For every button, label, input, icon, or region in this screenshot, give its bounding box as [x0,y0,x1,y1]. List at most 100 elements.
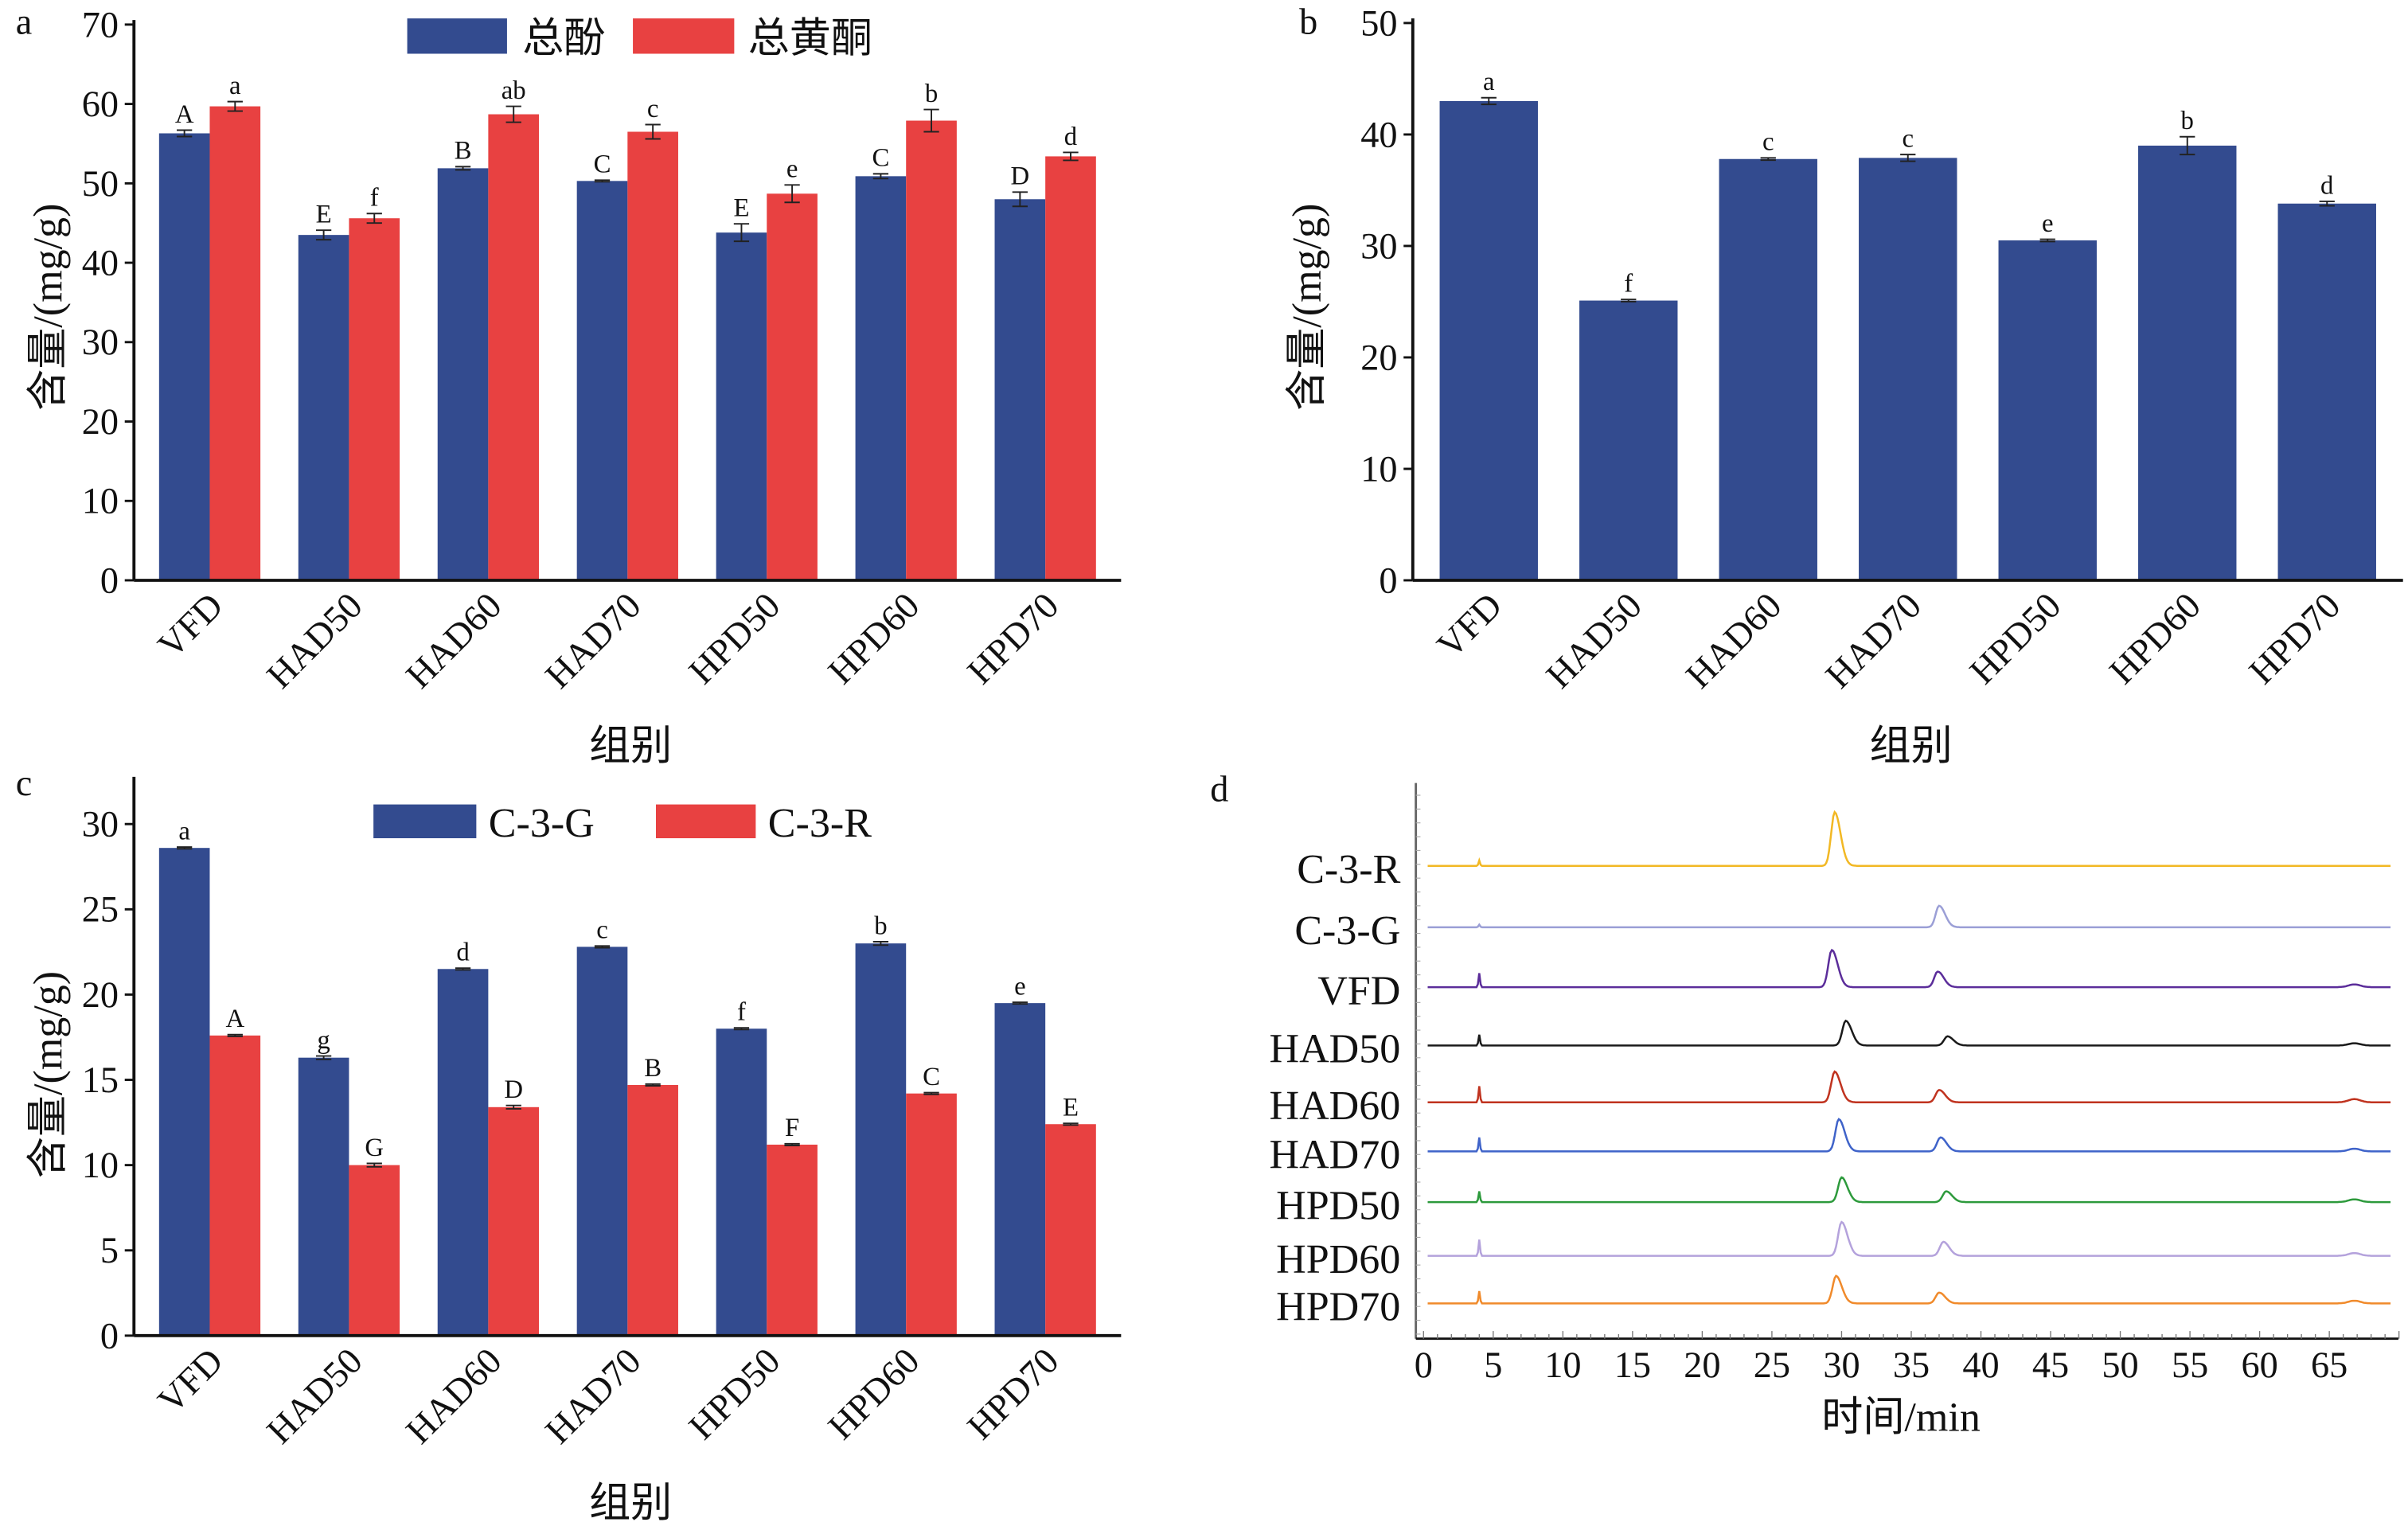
x-tick-label: HPD70 [2242,585,2348,692]
bar-VFD-0 [158,848,210,1336]
trace-label: HAD70 [1269,1133,1400,1178]
trace-label: C-3-G [1294,908,1400,954]
significance-letter: e [1014,972,1026,1001]
error-bar [366,213,382,224]
panel-b: b a f c c e b d 0 10 20 30 40 50 VFD HAD50 HAD60 HAD70 HP… [1285,2,2403,770]
bar-HPD60-1 [906,1093,957,1336]
error-bar [733,223,750,243]
error-bar [455,967,471,971]
y-tick-label: 50 [82,164,119,205]
legend-swatch-0 [407,18,507,54]
significance-letter: c [596,916,608,945]
significance-letter: a [178,817,190,845]
y-tick-label: 70 [82,5,119,45]
bar-VFD-0 [158,133,210,581]
bar-HPD50-0 [1998,240,2097,580]
error-bar [733,1027,750,1031]
x-tick-label: HAD50 [260,1341,371,1452]
error-bar [1481,96,1497,106]
error-bar [1063,151,1079,162]
x-axis-label: 组别 [1870,724,1953,770]
error-bar [177,846,193,850]
significance-letter: C [872,144,889,173]
x-tick-label: 10 [1544,1345,1581,1386]
error-bar [1012,1001,1028,1005]
significance-letter: D [504,1075,523,1104]
bar-VFD-0 [1439,100,1538,580]
error-bar [1063,1122,1079,1126]
x-tick-label: HPD50 [1962,585,2069,692]
significance-letter: G [365,1134,384,1162]
x-tick-label: HAD70 [1818,585,1930,697]
error-bar [594,945,611,949]
x-tick-label: HAD60 [399,585,510,697]
x-tick-label: HPD60 [821,585,927,692]
legend-swatch-1 [656,804,756,838]
bar-HAD50-0 [298,235,349,580]
panel-letter-b: b [1299,2,1317,42]
x-tick-label: HAD70 [538,1341,650,1452]
bar-HAD70-0 [576,946,628,1336]
y-tick-label: 10 [82,1145,119,1186]
significance-letter: c [647,95,659,123]
trace-label: C-3-R [1297,847,1400,892]
legend-label-0: C-3-G [489,801,595,846]
bar-HAD60-0 [437,969,489,1336]
y-tick-label: 40 [82,243,119,283]
x-axis-label: 组别 [589,724,672,770]
bar-VFD-1 [209,106,261,581]
bar-HAD60-0 [437,168,489,580]
x-tick-label: 45 [2032,1345,2069,1386]
bar-VFD-1 [209,1035,261,1336]
trace-label: HPD50 [1276,1183,1400,1228]
error-bar [227,100,243,112]
y-tick-label: 30 [82,805,119,845]
significance-letter: E [733,194,749,223]
x-tick-label: HPD50 [681,1341,788,1447]
error-bar [923,1091,939,1095]
bar-HPD60-1 [906,120,957,580]
y-tick-label: 60 [82,84,119,125]
y-tick-label: 25 [82,890,119,931]
bar-HPD50-1 [767,193,818,580]
y-tick-label: 5 [100,1231,119,1271]
trace-VFD [1427,948,2391,989]
significance-letter: b [925,80,938,108]
bar-HPD70-0 [2277,203,2376,580]
x-tick-label: HAD50 [260,585,371,697]
x-axis-label: 组别 [589,1481,672,1526]
significance-letter: b [874,911,887,940]
legend-label-0: 总酚 [522,17,605,62]
bar-HAD70-1 [627,1084,678,1336]
trace-label: VFD [1317,968,1400,1013]
x-tick-label: 60 [2241,1345,2277,1386]
error-bar [1760,157,1776,162]
significance-letter: C [594,150,611,179]
significance-letter: B [455,137,472,166]
significance-letter: B [644,1054,662,1083]
bar-HPD70-1 [1045,156,1096,580]
y-tick-label: 0 [1379,560,1397,601]
significance-letter: f [737,998,746,1027]
error-bar [177,129,193,138]
significance-letter: F [785,1114,799,1142]
error-bar [505,105,521,123]
error-bar [315,229,332,241]
x-axis-label: 时间/min [1821,1395,1981,1440]
y-tick-label: 10 [1360,449,1397,490]
legend-label-1: 总黄酮 [748,17,872,62]
error-bar [2319,200,2335,207]
error-bar [645,123,661,140]
bar-HAD60-1 [488,1106,540,1336]
x-tick-label: 0 [1415,1345,1433,1386]
x-tick-label: 25 [1754,1345,1790,1386]
legend-label-1: C-3-R [768,801,872,846]
error-bar [1900,154,1916,162]
x-tick-label: HPD70 [960,1341,1067,1447]
y-axis-label: 含量/(mg/g) [1285,204,1330,411]
x-tick-label: VFD [150,1341,232,1422]
significance-letter: E [1063,1094,1079,1122]
x-tick-label: 55 [2172,1345,2208,1386]
error-bar [505,1104,521,1110]
